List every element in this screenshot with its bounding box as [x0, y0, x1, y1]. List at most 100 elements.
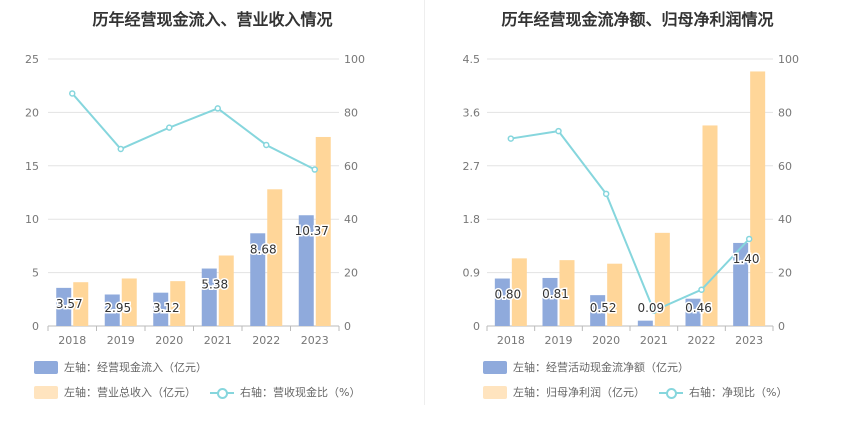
line-point: [311, 166, 318, 173]
legend-item-revenue[interactable]: 左轴：营业总收入（亿元）: [34, 384, 196, 400]
x-axis-tick-label: 2020: [592, 334, 620, 347]
x-axis-tick-label: 2021: [204, 334, 232, 347]
bar-blue: [637, 320, 653, 326]
legend-label: 右轴：营收现金比（%）: [240, 386, 361, 399]
legend-swatch-yellow: [483, 385, 507, 399]
left-axis-tick-label: 10: [25, 213, 39, 226]
bar-blue: [153, 292, 169, 326]
legend-line-marker-icon: [210, 386, 234, 399]
legend-item-cash-ratio[interactable]: 右轴：营收现金比（%）: [210, 384, 360, 400]
chart-title: 历年经营现金流净额、归母净利润情况: [501, 10, 774, 29]
right-axis-tick-label: 0: [778, 320, 785, 333]
left-axis-tick-label: 15: [25, 160, 39, 173]
bar-blue: [733, 242, 749, 326]
bar-blue: [104, 294, 120, 326]
x-axis-tick-label: 2018: [497, 334, 525, 347]
x-axis-tick-label: 2018: [58, 334, 86, 347]
right-axis-tick-label: 40: [778, 213, 792, 226]
legend-line-marker-icon: [659, 386, 683, 399]
legend-item-net-cash-flow[interactable]: 左轴：经营活动现金流净额（亿元）: [483, 359, 689, 375]
legend-label: 左轴：归母净利润（亿元）: [513, 386, 645, 399]
bar-blue: [685, 298, 701, 326]
bar-yellow: [170, 281, 186, 326]
left-axis-tick-label: 2.7: [463, 160, 481, 173]
line-point: [650, 307, 658, 315]
line-point: [602, 190, 610, 198]
chart-panel-net-cash: 历年经营现金流净额、归母净利润情况 0 0 0.9 20 1.8 40 2.7 60 3.6 80…: [425, 0, 850, 437]
data-label: 0.09: [637, 301, 664, 315]
bar-yellow: [121, 278, 137, 326]
legend-item-net-cash-ratio[interactable]: 右轴：净现比（%）: [659, 384, 787, 400]
chart-title: 历年经营现金流入、营业收入情况: [92, 10, 333, 29]
right-axis-tick-label: 100: [344, 53, 365, 66]
line-point: [507, 135, 515, 142]
line-series: [71, 92, 316, 171]
right-axis-tick-label: 20: [344, 267, 358, 280]
bar-blue: [590, 295, 606, 326]
right-axis-tick-label: 60: [778, 160, 792, 173]
legend-item-net-profit[interactable]: 左轴：归母净利润（亿元）: [483, 384, 645, 400]
chart-plot-area: 0 0 5 20 10 40 15 60 20 80 25 100 2018 2019 2020 2021 20…: [25, 53, 365, 347]
right-axis-tick-label: 20: [778, 267, 792, 280]
data-label: 8.68: [250, 242, 277, 256]
bar-yellow: [559, 260, 575, 326]
left-axis-tick-label: 20: [25, 106, 39, 119]
bar-blue: [298, 215, 314, 326]
bar-yellow: [702, 125, 718, 326]
data-label: 10.37: [295, 224, 329, 238]
left-axis-tick-label: 3.6: [463, 106, 481, 119]
bar-yellow: [750, 71, 766, 327]
bar-yellow: [218, 255, 234, 326]
line-series: [510, 130, 750, 313]
left-axis-tick-label: 0: [473, 320, 480, 333]
right-axis-tick-label: 40: [344, 213, 358, 226]
legend-row-1: 左轴：经营活动现金流净额（亿元）: [483, 359, 703, 375]
line-point: [117, 145, 124, 153]
right-axis-tick-label: 60: [344, 160, 358, 173]
x-axis-tick-label: 2020: [155, 334, 183, 347]
left-axis-tick-label: 4.5: [463, 53, 481, 66]
legend-swatch-blue: [34, 360, 58, 374]
bar-yellow: [73, 282, 89, 326]
legend-row-2: 左轴：营业总收入（亿元） 右轴：营收现金比（%）: [34, 384, 374, 400]
data-label: 0.52: [590, 301, 617, 315]
data-label: 3.12: [153, 301, 180, 315]
legend-swatch-blue: [483, 360, 507, 374]
right-axis-tick-label: 80: [344, 106, 358, 119]
legend-label: 左轴：经营现金流入（亿元）: [64, 361, 207, 374]
right-axis-tick-label: 0: [344, 320, 351, 333]
bar-blue: [250, 233, 266, 326]
line-point: [698, 286, 705, 293]
data-label: 1.40: [733, 252, 760, 266]
data-label: 2.95: [104, 301, 131, 315]
x-axis-tick-label: 2019: [107, 334, 135, 347]
bar-yellow: [315, 136, 331, 326]
right-axis-tick-label: 80: [778, 106, 792, 119]
bar-blue: [542, 277, 558, 326]
chart-panel-cash-inflow: 历年经营现金流入、营业收入情况 0 0 5 20 10 40 15 60 20 80 25 100 20…: [25, 10, 374, 400]
x-axis-tick-label: 2023: [301, 334, 329, 347]
right-axis-tick-label: 100: [778, 53, 799, 66]
legend-label: 左轴：经营活动现金流净额（亿元）: [513, 361, 689, 374]
left-axis-tick-label: 5: [32, 267, 39, 280]
bar-blue: [56, 287, 72, 326]
bar-blue: [201, 268, 217, 326]
data-label: 5.38: [201, 278, 228, 292]
bar-blue: [494, 278, 510, 326]
x-axis-tick-label: 2022: [252, 334, 280, 347]
legend-label: 右轴：净现比（%）: [689, 386, 788, 399]
legend-item-cash-inflow[interactable]: 左轴：经营现金流入（亿元）: [34, 359, 207, 375]
x-axis-tick-label: 2019: [545, 334, 573, 347]
data-label: 0.80: [494, 288, 521, 302]
bar-yellow: [511, 258, 527, 326]
left-axis-tick-label: 0.9: [463, 267, 481, 280]
data-label: 3.57: [56, 297, 83, 311]
line-point: [555, 127, 562, 135]
data-label: 0.46: [685, 301, 712, 315]
legend-row-1: 左轴：经营现金流入（亿元）: [34, 359, 221, 375]
left-axis-tick-label: 1.8: [463, 213, 481, 226]
x-axis-tick-label: 2021: [640, 334, 668, 347]
data-label: 0.81: [542, 287, 569, 301]
line-point: [166, 124, 173, 131]
left-axis-tick-label: 0: [32, 320, 39, 333]
